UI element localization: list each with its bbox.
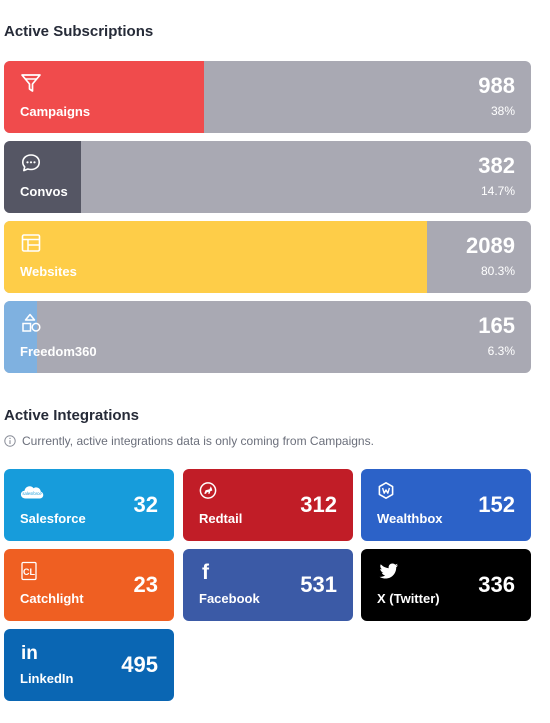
subscription-bar-freedom360[interactable]: Freedom360 165 6.3%: [4, 301, 531, 373]
integration-tile-catchlight[interactable]: CL Catchlight 23: [4, 549, 174, 621]
subscription-fill: [4, 301, 38, 373]
integration-label: Wealthbox: [377, 511, 443, 526]
subscription-percent: 38%: [490, 104, 515, 118]
info-icon: [4, 435, 16, 447]
subscription-fill: [4, 141, 82, 213]
wealthbox-logo-icon: [378, 482, 394, 499]
catchlight-logo-icon: CL: [21, 561, 37, 581]
redtail-dog-icon: [199, 482, 217, 499]
website-layout-icon: [21, 234, 41, 252]
funnel-icon: [21, 74, 41, 92]
integration-count: 531: [300, 572, 337, 597]
subscription-label: Freedom360: [20, 344, 97, 359]
subscription-count: 2089: [466, 233, 515, 258]
integration-label: Salesforce: [20, 511, 86, 526]
subscription-bar-websites[interactable]: Websites 2089 80.3%: [4, 221, 531, 293]
integration-count: 152: [478, 492, 515, 517]
subscription-fill: [4, 61, 205, 133]
linkedin-icon: in: [21, 643, 38, 663]
integration-tile-facebook[interactable]: f Facebook 531: [183, 549, 353, 621]
integrations-note: Currently, active integrations data is o…: [4, 434, 374, 448]
subscription-label: Convos: [20, 184, 68, 199]
integration-label: X (Twitter): [377, 591, 440, 606]
subscription-percent: 6.3%: [487, 344, 515, 358]
integration-label: Redtail: [199, 511, 243, 526]
integration-label: LinkedIn: [20, 671, 74, 686]
integration-tile-redtail[interactable]: Redtail 312: [183, 469, 353, 541]
subscription-label: Campaigns: [20, 104, 91, 119]
integration-count: 312: [300, 492, 337, 517]
integrations-title: Active Integrations: [4, 407, 140, 424]
shapes-icon: [22, 313, 41, 332]
integrations-note-text: Currently, active integrations data is o…: [22, 434, 374, 448]
subscription-bar-convos[interactable]: Convos 382 14.7%: [4, 141, 531, 213]
salesforce-logo-text: salesforce: [22, 491, 42, 496]
integration-count: 23: [133, 572, 158, 597]
integration-count: 32: [133, 492, 158, 517]
integration-tile-salesforce[interactable]: salesforce Salesforce 32: [4, 469, 174, 541]
salesforce-cloud-icon: salesforce: [20, 486, 44, 499]
subscription-count: 165: [478, 313, 515, 338]
integration-label: Facebook: [199, 591, 260, 606]
facebook-logo-text: f: [202, 561, 210, 583]
subscriptions-title: Active Subscriptions: [4, 23, 154, 40]
twitter-bird-icon: [379, 563, 398, 579]
facebook-icon: f: [202, 561, 210, 583]
integration-tile-twitter[interactable]: X (Twitter) 336: [361, 549, 531, 621]
integration-tile-wealthbox[interactable]: Wealthbox 152: [361, 469, 531, 541]
subscription-bar-campaigns[interactable]: Campaigns 988 38%: [4, 61, 531, 133]
subscription-count: 382: [478, 153, 515, 178]
integration-count: 495: [121, 652, 158, 677]
linkedin-logo-text: in: [21, 643, 38, 663]
subscription-label: Websites: [20, 264, 77, 279]
subscription-percent: 14.7%: [480, 184, 515, 198]
catchlight-logo-text: CL: [23, 567, 35, 577]
integration-count: 336: [478, 572, 515, 597]
subscription-count: 988: [478, 73, 515, 98]
subscription-fill: [4, 221, 428, 293]
integration-tile-linkedin[interactable]: in LinkedIn 495: [4, 629, 174, 701]
chat-bubble-icon: [22, 154, 40, 172]
subscription-percent: 80.3%: [480, 264, 515, 278]
integration-label: Catchlight: [20, 591, 84, 606]
